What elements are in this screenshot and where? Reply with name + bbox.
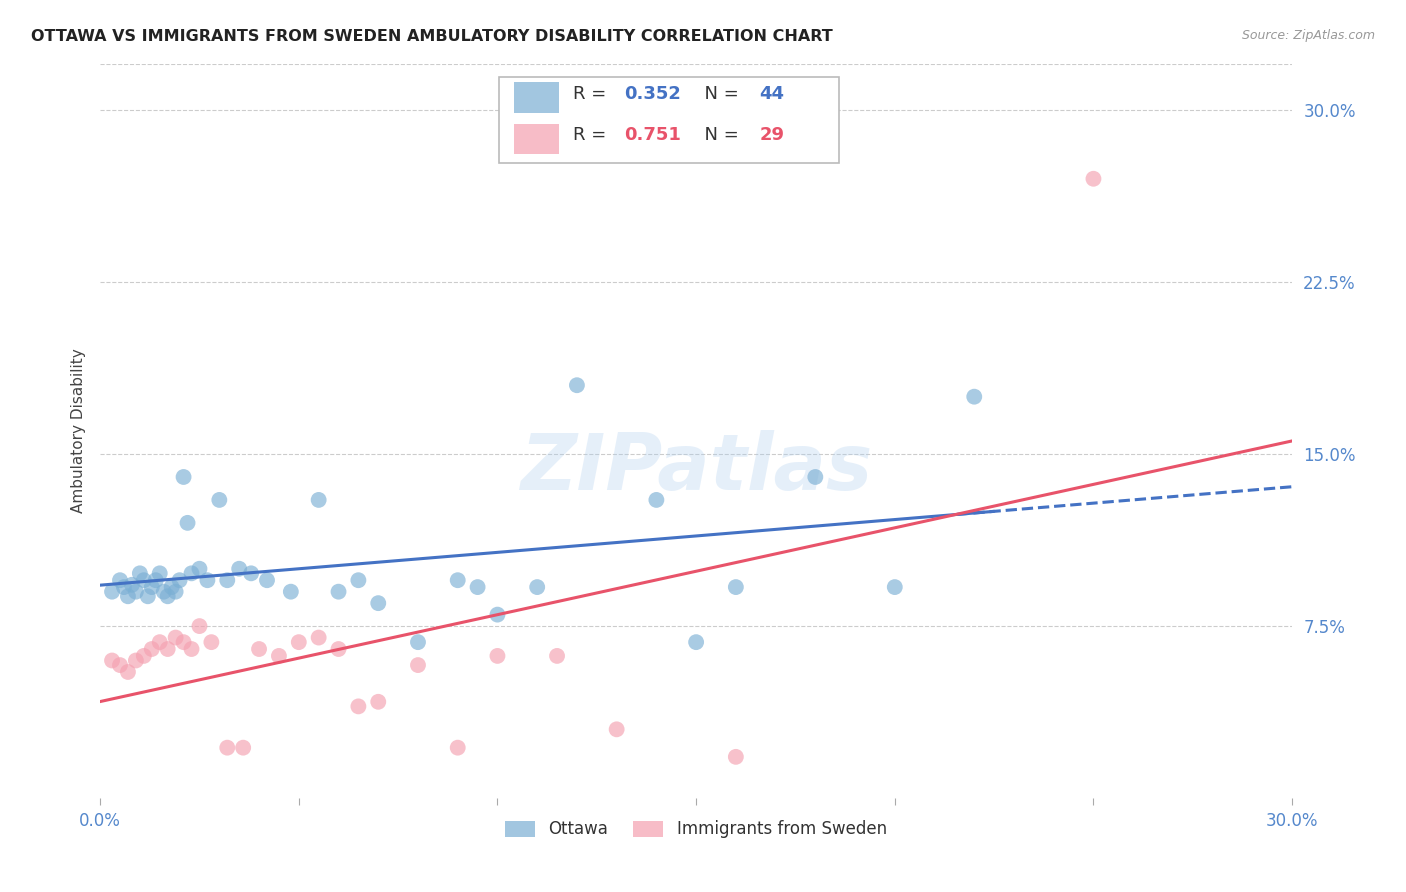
Point (367, 695, 389, 709)
Point (188, 619, 211, 633)
Point (101, 653, 124, 667)
Point (145, 573, 167, 587)
Point (149, 635, 172, 649)
Point (228, 562, 250, 576)
Point (165, 584, 187, 599)
Text: R =: R = (574, 127, 619, 145)
Point (308, 492, 330, 507)
Point (645, 492, 668, 507)
Point (406, 658, 429, 673)
Point (108, 573, 131, 587)
Text: OTTAWA VS IMMIGRANTS FROM SWEDEN AMBULATORY DISABILITY CORRELATION CHART: OTTAWA VS IMMIGRANTS FROM SWEDEN AMBULAT… (31, 29, 832, 44)
Y-axis label: Ambulatory Disability: Ambulatory Disability (72, 349, 86, 514)
Text: 0.352: 0.352 (624, 85, 682, 103)
Point (486, 648, 509, 663)
Point (328, 642, 350, 657)
Point (117, 665, 139, 679)
Point (208, 492, 231, 507)
Point (128, 566, 150, 581)
Point (117, 589, 139, 603)
Point (136, 589, 159, 603)
Point (280, 584, 302, 599)
Text: N =: N = (693, 127, 749, 145)
Point (240, 566, 263, 581)
Point (101, 584, 124, 599)
Point (724, 749, 747, 764)
Point (308, 631, 330, 645)
Point (176, 516, 198, 530)
Point (256, 573, 278, 587)
Point (367, 596, 389, 610)
Point (132, 573, 155, 587)
Point (685, 635, 707, 649)
Point (165, 631, 187, 645)
Point (188, 562, 211, 576)
Point (288, 635, 311, 649)
Point (169, 573, 191, 587)
Point (447, 573, 470, 587)
Bar (513, 124, 560, 154)
Point (197, 573, 219, 587)
Point (160, 580, 183, 594)
Text: R =: R = (574, 85, 619, 103)
Point (232, 740, 254, 755)
Point (804, 470, 827, 484)
Point (217, 740, 239, 755)
Point (347, 699, 370, 714)
Point (486, 607, 509, 622)
Bar (513, 82, 560, 113)
Point (112, 580, 135, 594)
Point (108, 658, 131, 673)
Point (217, 573, 239, 587)
Point (606, 723, 628, 737)
Point (883, 580, 905, 594)
Point (125, 653, 148, 667)
Point (447, 740, 470, 755)
Point (347, 573, 370, 587)
Point (173, 635, 195, 649)
Point (173, 470, 195, 484)
Point (328, 584, 350, 599)
Text: N =: N = (693, 85, 749, 103)
Point (149, 566, 172, 581)
Point (132, 648, 155, 663)
Point (156, 642, 179, 657)
Point (406, 635, 429, 649)
Point (200, 635, 222, 649)
Point (141, 580, 163, 594)
Point (267, 648, 290, 663)
Point (1083, 171, 1105, 186)
Text: Source: ZipAtlas.com: Source: ZipAtlas.com (1241, 29, 1375, 42)
Point (156, 589, 179, 603)
Point (467, 580, 489, 594)
Legend: Ottawa, Immigrants from Sweden: Ottawa, Immigrants from Sweden (499, 814, 894, 845)
Text: 44: 44 (759, 85, 785, 103)
Point (141, 642, 163, 657)
Point (121, 578, 143, 592)
Point (724, 580, 747, 594)
Point (152, 584, 174, 599)
Text: 29: 29 (759, 127, 785, 145)
Point (125, 584, 148, 599)
Point (526, 580, 548, 594)
Text: 0.751: 0.751 (624, 127, 682, 145)
Point (565, 378, 588, 392)
FancyBboxPatch shape (499, 77, 839, 163)
Point (963, 390, 986, 404)
Point (247, 642, 270, 657)
Text: ZIPatlas: ZIPatlas (520, 430, 872, 506)
Point (546, 648, 568, 663)
Point (180, 642, 202, 657)
Point (180, 566, 202, 581)
